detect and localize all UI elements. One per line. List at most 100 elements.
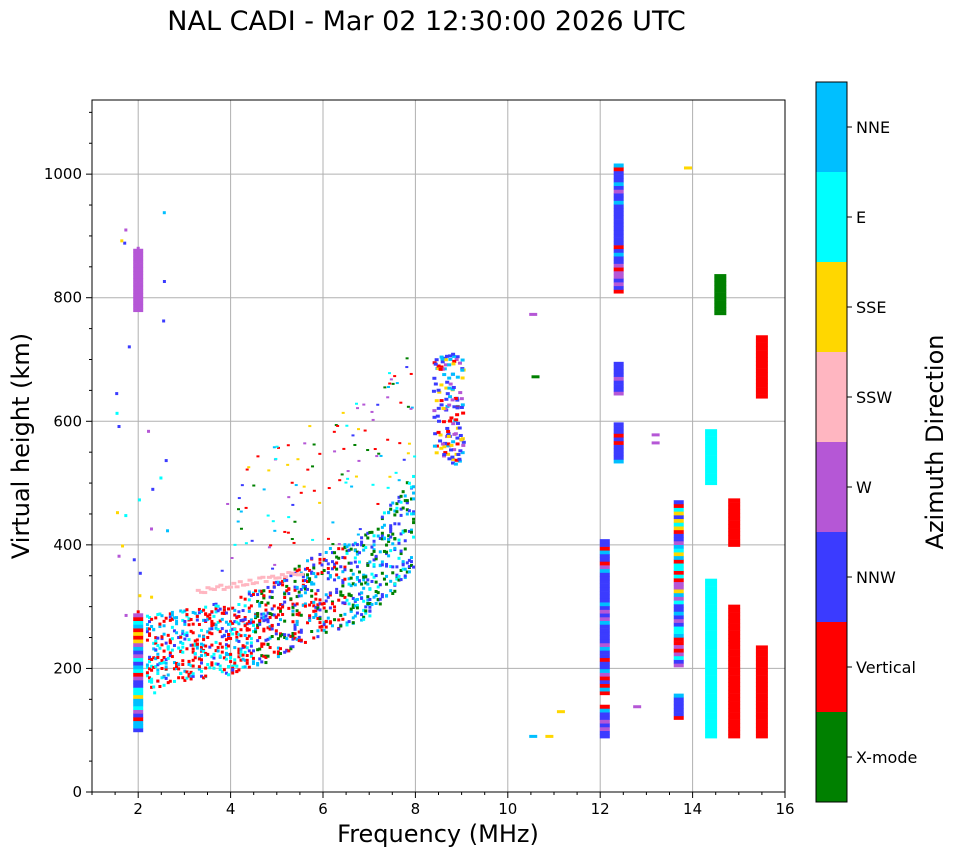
echo-point bbox=[335, 590, 339, 594]
echo-point bbox=[227, 673, 231, 677]
echo-point bbox=[295, 585, 299, 589]
echo-point bbox=[245, 661, 249, 665]
echo-point bbox=[183, 669, 187, 673]
echo-point bbox=[256, 599, 260, 603]
echo-point bbox=[389, 579, 393, 583]
echo-point bbox=[372, 549, 376, 553]
echo-point bbox=[728, 539, 741, 544]
echo-point bbox=[403, 574, 407, 578]
echo-point bbox=[326, 537, 330, 540]
echo-point bbox=[287, 516, 291, 519]
echo-point bbox=[241, 665, 245, 669]
echo-point bbox=[705, 473, 718, 478]
echo-point bbox=[755, 701, 768, 706]
echo-point bbox=[189, 677, 193, 681]
echo-point bbox=[454, 358, 459, 362]
echo-point bbox=[296, 458, 300, 461]
echo-point bbox=[306, 468, 310, 471]
echo-point bbox=[341, 411, 345, 414]
echo-point bbox=[158, 612, 162, 616]
echo-point bbox=[208, 587, 214, 591]
echo-point bbox=[285, 589, 289, 593]
echo-point bbox=[318, 608, 322, 612]
echo-point bbox=[599, 602, 610, 607]
echo-point bbox=[374, 557, 378, 561]
echo-point bbox=[138, 594, 142, 598]
echo-point bbox=[705, 455, 718, 460]
echo-point bbox=[247, 466, 251, 469]
echo-point bbox=[256, 648, 260, 652]
echo-point bbox=[249, 644, 253, 648]
echo-point bbox=[215, 585, 221, 589]
echo-point bbox=[705, 649, 718, 654]
echo-point bbox=[455, 436, 460, 440]
echo-point bbox=[439, 365, 444, 369]
echo-point bbox=[312, 582, 316, 586]
echo-point bbox=[728, 634, 741, 639]
echo-point bbox=[599, 542, 610, 547]
echo-point bbox=[133, 694, 144, 699]
echo-point bbox=[314, 575, 318, 579]
echo-point bbox=[316, 616, 320, 620]
echo-point bbox=[206, 614, 210, 618]
echo-point bbox=[318, 621, 322, 625]
echo-point bbox=[460, 403, 465, 407]
echo-point bbox=[358, 528, 362, 531]
echo-point bbox=[296, 573, 302, 577]
echo-point bbox=[360, 618, 364, 622]
echo-point bbox=[370, 410, 374, 413]
echo-point bbox=[260, 642, 264, 646]
echo-point bbox=[349, 609, 353, 613]
echo-point bbox=[673, 507, 684, 512]
echo-point bbox=[387, 511, 391, 515]
echo-point bbox=[199, 658, 203, 662]
echo-point bbox=[175, 661, 179, 665]
echo-point bbox=[148, 655, 152, 659]
echo-point bbox=[380, 563, 384, 567]
echo-point bbox=[158, 685, 162, 689]
echo-point bbox=[755, 704, 768, 709]
echo-point bbox=[341, 555, 345, 559]
echo-point bbox=[214, 626, 218, 630]
echo-point bbox=[455, 442, 460, 446]
echo-point bbox=[187, 617, 191, 621]
echo-point bbox=[193, 611, 197, 615]
echo-point bbox=[380, 525, 384, 529]
echo-point bbox=[235, 620, 239, 624]
echo-point bbox=[366, 536, 370, 540]
echo-point bbox=[599, 553, 610, 558]
echo-point bbox=[443, 441, 448, 445]
echo-point bbox=[613, 369, 624, 374]
echo-point bbox=[270, 623, 274, 627]
echo-point bbox=[314, 609, 318, 613]
echo-point bbox=[243, 665, 247, 669]
echo-point bbox=[320, 570, 324, 574]
echo-point bbox=[281, 605, 285, 609]
echo-point bbox=[357, 560, 361, 564]
echo-point bbox=[355, 552, 359, 556]
echo-point bbox=[705, 712, 718, 717]
echo-point bbox=[133, 624, 144, 629]
echo-point bbox=[728, 516, 741, 521]
echo-point bbox=[179, 609, 183, 613]
echo-point bbox=[205, 586, 211, 590]
chart-title: NAL CADI - Mar 02 12:30:00 2026 UTC bbox=[167, 6, 686, 37]
echo-point bbox=[320, 602, 324, 606]
echo-point bbox=[166, 647, 170, 651]
echo-point bbox=[399, 494, 403, 498]
echo-point bbox=[452, 359, 457, 363]
echo-point bbox=[341, 601, 345, 605]
echo-point bbox=[218, 642, 222, 646]
echo-point bbox=[443, 363, 448, 367]
echo-point bbox=[133, 635, 144, 640]
echo-point bbox=[231, 664, 235, 668]
echo-point bbox=[673, 693, 684, 698]
echo-point bbox=[133, 676, 144, 681]
echo-point bbox=[613, 289, 624, 294]
echo-point bbox=[320, 624, 324, 628]
echo-point bbox=[728, 608, 741, 613]
echo-point bbox=[728, 638, 741, 643]
echo-point bbox=[229, 622, 233, 626]
echo-point bbox=[673, 578, 684, 583]
echo-point bbox=[448, 419, 453, 423]
